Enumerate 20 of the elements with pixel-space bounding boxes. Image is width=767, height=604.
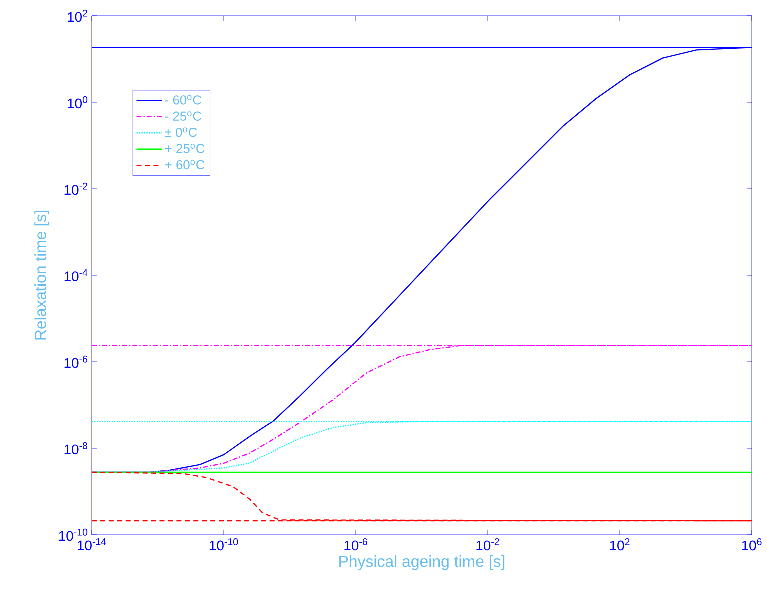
legend-label: + 60$^{o}$C <box>165 160 205 170</box>
y-tick-label: 10$^{-4}$ <box>64 269 88 282</box>
y-tick-label: 10$^{-6}$ <box>64 356 88 368</box>
x-axis-title: Physical ageing time [s] <box>340 556 505 570</box>
x-tick-label: 10$^{-14}$ <box>78 538 106 551</box>
y-tick-label: 10$^{-8}$ <box>64 442 88 455</box>
legend-label: - 60$^{o}$C <box>165 95 202 105</box>
legend-label: ± 0$^{o}$C <box>165 128 198 138</box>
x-tick-label: 10$^{2}$ <box>610 538 630 551</box>
legend-label: + 25$^{o}$C <box>165 144 205 154</box>
legend-label: - 25$^{o}$C <box>165 112 202 121</box>
y-tick-label: 10$^{2}$ <box>68 10 88 22</box>
x-tick-label: 10$^{-2}$ <box>476 538 500 551</box>
x-tick-label: 10$^{-6}$ <box>344 538 368 551</box>
y-tick-label: 10$^{-10}$ <box>59 528 88 542</box>
y-tick-label: 10$^{0}$ <box>68 96 88 109</box>
y-axis-title: Relaxation time [s] <box>34 211 50 340</box>
x-tick-label: 10$^{-10}$ <box>210 538 238 551</box>
y-tick-label: 10$^{-2}$ <box>64 182 88 196</box>
x-tick-label: 10$^{6}$ <box>742 538 762 551</box>
